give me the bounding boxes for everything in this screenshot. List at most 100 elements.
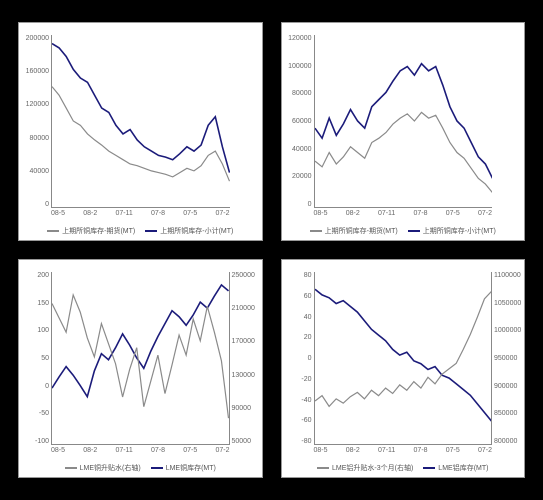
y-tick: 40 [286, 314, 312, 321]
chart-tl: 2000001600001200008000040000008-508-207-… [51, 31, 230, 222]
y-tick: -80 [286, 438, 312, 445]
y-tick: 170000 [232, 338, 258, 345]
legend-item: LME铜升贴水(右轴) [65, 463, 141, 473]
x-tick: 07-5 [183, 210, 197, 222]
legend-label: LME铝升贴水-3个月(右轴) [332, 463, 413, 473]
y-tick: 0 [286, 201, 312, 208]
y-tick: 1050000 [494, 300, 520, 307]
x-tick: 07-5 [446, 447, 460, 459]
panel-top-right: 12000010000080000600004000020000008-508-… [281, 22, 526, 241]
x-axis: 08-508-207-1107-807-507-2 [314, 447, 493, 459]
y-axis-right: 1100000105000010000009500009000008500008… [492, 272, 520, 445]
y-tick: 50 [23, 355, 49, 362]
x-tick: 07-5 [183, 447, 197, 459]
x-tick: 08-2 [83, 210, 97, 222]
legend-swatch [310, 230, 322, 232]
legend-label: 上期所铜库存-小计(MT) [160, 226, 233, 236]
panel-bottom-left: 200150100500-50-100250000210000170000130… [18, 259, 263, 478]
x-tick: 08-5 [314, 447, 328, 459]
x-tick: 08-2 [346, 210, 360, 222]
x-tick: 07-11 [115, 210, 132, 222]
chart-bl: 200150100500-50-100250000210000170000130… [51, 268, 230, 459]
y-tick: 1000000 [494, 327, 520, 334]
y-tick: -60 [286, 417, 312, 424]
y-tick: 150 [23, 300, 49, 307]
series-line-gray [52, 87, 230, 182]
legend-item: LME铜库存(MT) [151, 463, 216, 473]
y-axis-left: 80 60 40 20 0 -20 -40 -60 -80 [286, 272, 314, 445]
x-tick: 08-2 [83, 447, 97, 459]
y-tick: -40 [286, 397, 312, 404]
legend-bl: LME铜升贴水(右轴) LME铜库存(MT) [23, 461, 258, 473]
y-axis-left: 120000100000800006000040000200000 [286, 35, 314, 208]
series-svg [315, 272, 492, 444]
series-line-gray [315, 112, 493, 192]
legend-label: 上期所铜库存-期货(MT) [325, 226, 398, 236]
legend-br: LME铝升贴水-3个月(右轴) LME铝库存(MT) [286, 461, 521, 473]
series-svg [315, 35, 493, 207]
y-tick: 20000 [286, 173, 312, 180]
legend-tl: 上期所铜库存-期货(MT) 上期所铜库存-小计(MT) [23, 224, 258, 236]
y-tick: 950000 [494, 355, 520, 362]
plot-box [314, 35, 493, 208]
y-tick: -20 [286, 376, 312, 383]
chart-br: 806040200-20-40-60-801100000105000010000… [314, 268, 493, 459]
x-axis: 08-5 08-2 07-11 07-8 07-5 07-2 [51, 210, 230, 222]
y-tick: 20 [286, 334, 312, 341]
legend-tr: 上期所铜库存-期货(MT) 上期所铜库存-小计(MT) [286, 224, 521, 236]
series-line-gray [52, 295, 229, 418]
x-tick: 07-8 [151, 210, 165, 222]
series-svg [52, 35, 230, 207]
y-tick: 800000 [494, 438, 520, 445]
y-tick: 80 [286, 272, 312, 279]
x-tick: 07-11 [115, 447, 132, 459]
legend-label: 上期所铜库存-期货(MT) [62, 226, 135, 236]
plot-box [51, 35, 230, 208]
x-axis: 08-5 08-2 07-11 07-8 07-5 07-2 [51, 447, 230, 459]
y-tick: 250000 [232, 272, 258, 279]
y-tick: 60000 [286, 118, 312, 125]
x-tick: 08-5 [51, 447, 65, 459]
y-tick: 100 [23, 327, 49, 334]
y-axis-right: 2500002100001700001300009000050000 [230, 272, 258, 445]
legend-label: LME铜库存(MT) [166, 463, 216, 473]
x-tick: 07-2 [478, 210, 492, 222]
y-tick: 60 [286, 293, 312, 300]
legend-label: LME铝库存(MT) [438, 463, 488, 473]
plot-box [51, 272, 230, 445]
series-line-gray [315, 291, 492, 406]
x-tick: 07-11 [378, 447, 395, 459]
legend-item: 上期所铜库存-期货(MT) [310, 226, 398, 236]
y-axis-left: 20000016000012000080000400000 [23, 35, 51, 208]
x-tick: 08-5 [314, 210, 328, 222]
chart-tr: 12000010000080000600004000020000008-508-… [314, 31, 493, 222]
x-tick: 08-5 [51, 210, 65, 222]
x-tick: 07-11 [378, 210, 395, 222]
y-tick: 0 [23, 201, 49, 208]
series-line-navy [315, 289, 492, 421]
y-tick: 90000 [232, 405, 258, 412]
legend-swatch [151, 467, 163, 469]
y-tick: 0 [23, 383, 49, 390]
y-tick: 160000 [23, 68, 49, 75]
y-tick: 200000 [23, 35, 49, 42]
legend-item: 上期所铜库存-小计(MT) [145, 226, 233, 236]
y-tick: 50000 [232, 438, 258, 445]
legend-swatch [47, 230, 59, 232]
legend-swatch [317, 467, 329, 469]
legend-swatch [65, 467, 77, 469]
y-tick: -100 [23, 438, 49, 445]
x-axis: 08-508-207-1107-807-507-2 [314, 210, 493, 222]
x-tick: 07-8 [151, 447, 165, 459]
x-tick: 07-2 [215, 210, 229, 222]
y-tick: 0 [286, 355, 312, 362]
legend-label: LME铜升贴水(右轴) [80, 463, 141, 473]
y-tick: 210000 [232, 305, 258, 312]
y-tick: 200 [23, 272, 49, 279]
y-tick: 120000 [23, 101, 49, 108]
x-tick: 07-2 [215, 447, 229, 459]
y-tick: 40000 [286, 146, 312, 153]
panel-bottom-right: 806040200-20-40-60-801100000105000010000… [281, 259, 526, 478]
chart-grid: 2000001600001200008000040000008-508-207-… [0, 0, 543, 500]
legend-item: 上期所铜库存-小计(MT) [408, 226, 496, 236]
